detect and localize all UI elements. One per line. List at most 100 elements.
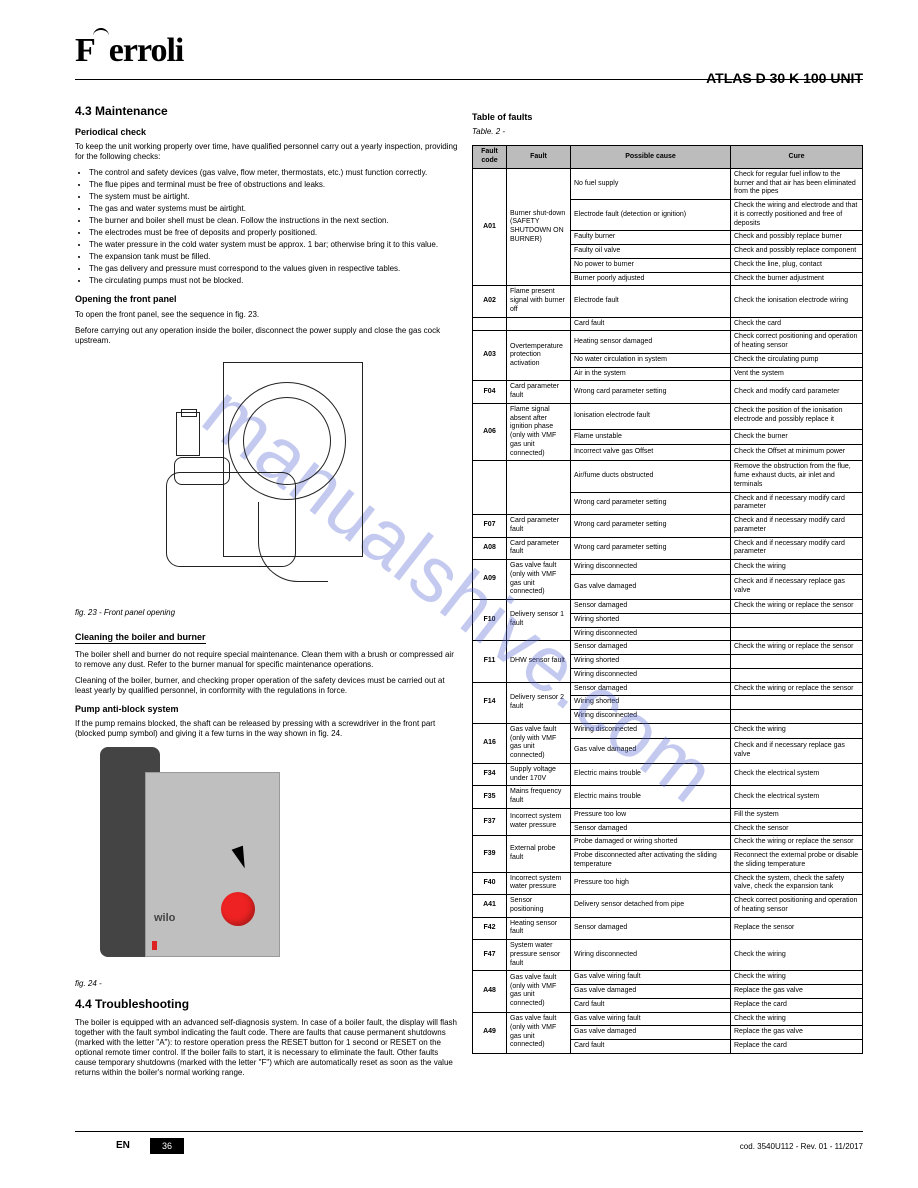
cell-cure: Check the wiring (731, 560, 863, 575)
section-num: 4.3 (75, 104, 92, 118)
cell-cause: Sensor damaged (571, 641, 731, 655)
cell-cause: Electrode fault (571, 286, 731, 317)
cell-cause: Air in the system (571, 367, 731, 381)
table-row: F37Incorrect system water pressurePressu… (473, 808, 863, 822)
cell-code: A02 (473, 286, 507, 317)
cell-cause: Wrong card parameter setting (571, 537, 731, 560)
cell-cause: Wiring shorted (571, 655, 731, 669)
table-row: F42Heating sensor faultSensor damagedRep… (473, 917, 863, 940)
cell-cure: Fill the system (731, 808, 863, 822)
cell-cause: Incorrect valve gas Offset (571, 445, 731, 461)
cell-fault: External probe fault (507, 836, 571, 872)
cell-cure: Check the burner adjustment (731, 272, 863, 286)
cell-cause: Card fault (571, 317, 731, 331)
cleaning-text-2: Cleaning of the boiler, burner, and chec… (75, 676, 460, 696)
document-code: cod. 3540U112 - Rev. 01 - 11/2017 (740, 1142, 863, 1152)
cell-cause: Probe damaged or wiring shorted (571, 836, 731, 850)
cell-cause: Gas valve damaged (571, 1026, 731, 1040)
cell-cure: Check the wiring or replace the sensor (731, 836, 863, 850)
cell-cure: Check the position of the ionisation ele… (731, 403, 863, 429)
table-row: F39External probe faultProbe damaged or … (473, 836, 863, 850)
fault-table-body: A01Burner shut-down (SAFETY SHUTDOWN ON … (473, 168, 863, 1053)
cell-fault: Overtemperature protection activation (507, 331, 571, 381)
cell-fault: DHW sensor fault (507, 641, 571, 682)
cell-cure: Check correct positioning and operation … (731, 895, 863, 918)
cell-code: F35 (473, 786, 507, 809)
cell-fault: System water pressure sensor fault (507, 940, 571, 971)
cell-fault: Sensor positioning (507, 895, 571, 918)
cell-code: A03 (473, 331, 507, 381)
cell-cause: Gas valve wiring fault (571, 971, 731, 985)
table-row: Card faultCheck the card (473, 317, 863, 331)
cell-code: A41 (473, 895, 507, 918)
product-title: ATLAS D 30 K 100 UNIT (706, 70, 863, 88)
list-item: The water pressure in the cold water sys… (89, 240, 460, 250)
ts-num: 4.4 (75, 997, 92, 1011)
cell-fault (507, 461, 571, 515)
cell-cause: Wiring disconnected (571, 560, 731, 575)
cell-cause: Ionisation electrode fault (571, 403, 731, 429)
cell-fault: Incorrect system water pressure (507, 808, 571, 836)
periodic-intro: To keep the unit working properly over t… (75, 142, 460, 162)
table-row: F14Delivery sensor 2 faultSensor damaged… (473, 682, 863, 696)
table-number: Table. 2 - (472, 127, 862, 137)
cell-cure: Check the wiring or replace the sensor (731, 600, 863, 614)
cell-cause: Electric mains trouble (571, 763, 731, 786)
left-column: 4.3 Maintenance Periodical check To keep… (75, 104, 460, 1084)
pump-heading: Pump anti-block system (75, 704, 460, 715)
cell-fault: Flame signal absent after ignition phase… (507, 403, 571, 461)
cell-cure: Check the wiring (731, 971, 863, 985)
troubleshooting-text: The boiler is equipped with an advanced … (75, 1018, 460, 1078)
cell-cure: Check the wiring (731, 940, 863, 971)
cell-cause: Pressure too high (571, 872, 731, 895)
cell-fault: Gas valve fault (only with VMF gas unit … (507, 723, 571, 763)
cell-cure: Check correct positioning and operation … (731, 331, 863, 354)
th-cure: Cure (731, 146, 863, 169)
cell-code: A01 (473, 168, 507, 286)
cell-code: F04 (473, 381, 507, 404)
cell-cause: Heating sensor damaged (571, 331, 731, 354)
table-row: F10Delivery sensor 1 faultSensor damaged… (473, 600, 863, 614)
language-code: EN (116, 1140, 130, 1153)
cell-cure: Replace the gas valve (731, 985, 863, 999)
cell-cure: Check the wiring and electrode and that … (731, 200, 863, 231)
cell-cause: No water circulation in system (571, 353, 731, 367)
cell-code: F07 (473, 515, 507, 538)
cell-cure (731, 710, 863, 724)
pump-brand: wilo (154, 912, 175, 926)
cell-cure: Check the circulating pump (731, 353, 863, 367)
cell-code (473, 461, 507, 515)
cell-cause: Sensor damaged (571, 917, 731, 940)
cell-cause: Burner poorly adjusted (571, 272, 731, 286)
periodic-list: The control and safety devices (gas valv… (75, 168, 460, 286)
list-item: The system must be airtight. (89, 192, 460, 202)
cell-cure: Check and possibly replace component (731, 245, 863, 259)
cell-code: A06 (473, 403, 507, 461)
cell-cure (731, 627, 863, 641)
cleaning-text: The boiler shell and burner do not requi… (75, 650, 460, 670)
cell-code: F47 (473, 940, 507, 971)
cell-cure: Check and if necessary modify card param… (731, 515, 863, 538)
cell-code: A49 (473, 1012, 507, 1053)
cell-cure: Check the wiring or replace the sensor (731, 641, 863, 655)
cell-cure: Check for regular fuel inflow to the bur… (731, 168, 863, 199)
list-item: The flue pipes and terminal must be free… (89, 180, 460, 190)
cell-cure: Replace the card (731, 998, 863, 1012)
cell-cure: Remove the obstruction from the flue, fu… (731, 461, 863, 492)
figure-23-caption: fig. 23 - Front panel opening (75, 608, 460, 618)
table-header-row: Fault code Fault Possible cause Cure (473, 146, 863, 169)
cell-cure: Check and possibly replace burner (731, 231, 863, 245)
cell-cause: Delivery sensor detached from pipe (571, 895, 731, 918)
columns: 4.3 Maintenance Periodical check To keep… (75, 104, 863, 1084)
cell-code: A09 (473, 560, 507, 600)
cell-code: F34 (473, 763, 507, 786)
table-row: F11DHW sensor faultSensor damagedCheck t… (473, 641, 863, 655)
cell-cure (731, 655, 863, 669)
list-item: The gas delivery and pressure must corre… (89, 264, 460, 274)
cell-cure: Check the wiring (731, 1012, 863, 1026)
page: Ferroli ATLAS D 30 K 100 UNIT manualshiv… (0, 0, 918, 1188)
table-row: A09Gas valve fault (only with VMF gas un… (473, 560, 863, 575)
table-row: A41Sensor positioningDelivery sensor det… (473, 895, 863, 918)
ts-title: Troubleshooting (95, 997, 189, 1011)
table-row: A16Gas valve fault (only with VMF gas un… (473, 723, 863, 738)
